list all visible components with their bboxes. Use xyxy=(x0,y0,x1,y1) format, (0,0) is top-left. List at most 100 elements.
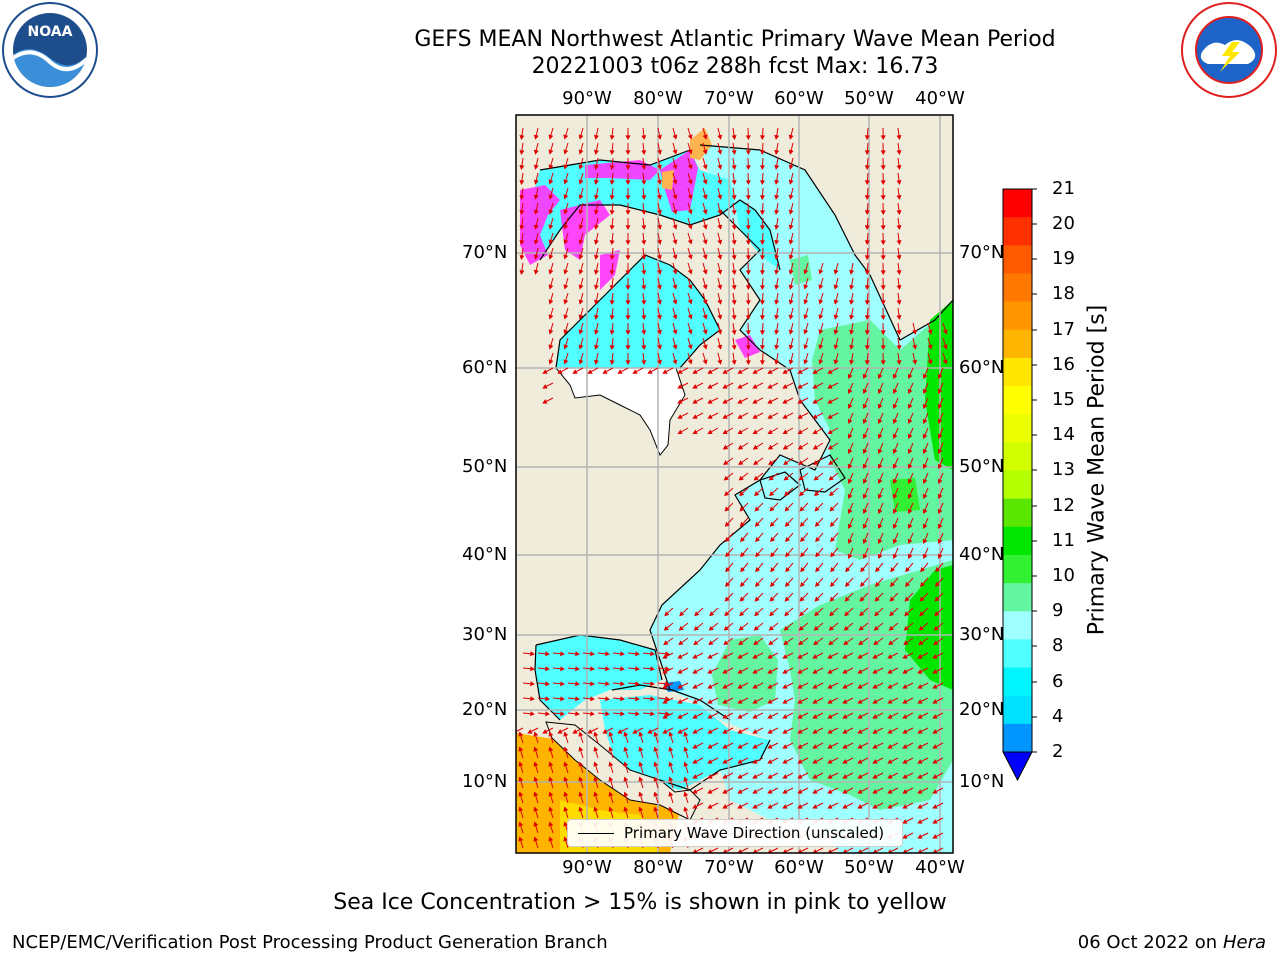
colorbar xyxy=(1002,188,1037,782)
colorbar-segment xyxy=(1003,357,1032,387)
wave-arrow-head xyxy=(519,239,525,245)
lat-label-left: 10°N xyxy=(462,771,508,792)
wave-arrow-head xyxy=(847,463,853,470)
wave-arrow-head xyxy=(797,789,803,794)
wave-arrow-head xyxy=(812,399,818,404)
lon-label-bottom: 40°W xyxy=(915,857,965,878)
wave-arrow-head xyxy=(635,666,640,672)
lon-label-bottom: 50°W xyxy=(844,857,894,878)
wave-arrow-head xyxy=(774,284,780,290)
wave-arrow-head xyxy=(887,669,893,674)
wave-arrow-head xyxy=(847,538,853,545)
wave-arrow-head xyxy=(864,180,870,186)
wave-arrow-head xyxy=(518,776,524,782)
wave-arrow-head xyxy=(665,666,670,672)
wave-arrow-head xyxy=(578,269,584,275)
wave-arrow-head xyxy=(593,284,599,290)
wave-arrow-head xyxy=(668,746,674,752)
wave-arrow-head xyxy=(717,224,723,230)
wave-arrow-head xyxy=(545,666,550,672)
wave-arrow-head xyxy=(827,429,833,435)
wave-arrow-head xyxy=(788,134,794,140)
colorbar-segment xyxy=(1003,386,1032,415)
wave-arrow-head xyxy=(829,491,835,497)
wave-arrow-head xyxy=(625,285,631,291)
wave-arrow-head xyxy=(752,744,758,749)
wave-arrow-head xyxy=(725,566,731,573)
wave-arrow-head xyxy=(731,194,737,200)
colorbar-tick-label: 14 xyxy=(1052,424,1075,445)
wave-arrow-head xyxy=(880,135,886,141)
wave-arrow-head xyxy=(784,491,790,497)
colorbar-segment xyxy=(1003,611,1032,640)
wave-arrow-head xyxy=(731,254,737,260)
wave-arrow-head xyxy=(887,714,893,719)
wave-arrow-head xyxy=(759,195,765,201)
wave-arrow-head xyxy=(578,776,584,782)
wave-arrow-head xyxy=(859,611,865,617)
wave-arrow-head xyxy=(657,329,662,335)
wave-arrow-head xyxy=(563,239,569,245)
wave-arrow-head xyxy=(542,399,548,404)
wave-arrow-head xyxy=(880,180,886,186)
lon-label-top: 90°W xyxy=(562,88,612,109)
wave-arrow-head xyxy=(752,369,758,374)
wave-arrow-head xyxy=(662,369,668,374)
wave-arrow-head xyxy=(812,714,818,719)
wave-arrow-head xyxy=(788,269,794,275)
wave-arrow-head xyxy=(692,714,698,719)
wave-arrow-head xyxy=(545,651,550,657)
wave-arrow-head xyxy=(755,536,761,543)
wave-arrow-head xyxy=(833,269,839,275)
wave-arrow-head xyxy=(722,414,728,419)
wave-arrow-head xyxy=(857,684,863,689)
wave-arrow-head xyxy=(702,194,708,200)
wave-arrow-head xyxy=(842,774,848,779)
wave-arrow-head xyxy=(774,359,780,365)
wave-arrow-head xyxy=(693,625,699,631)
wave-arrow-head xyxy=(518,731,524,737)
wave-arrow-head xyxy=(872,789,878,794)
wave-arrow-head xyxy=(788,314,794,320)
wave-arrow-head xyxy=(578,731,584,737)
wave-arrow-head xyxy=(767,384,773,389)
wave-arrow-head xyxy=(578,134,584,140)
wave-arrow-head xyxy=(650,666,655,672)
wave-arrow-head xyxy=(932,789,938,794)
wave-arrow-head xyxy=(702,179,708,185)
wave-arrow-head xyxy=(533,134,539,140)
wave-arrow-head xyxy=(890,581,895,587)
wave-arrow-head xyxy=(919,596,925,602)
wave-arrow-head xyxy=(907,418,913,425)
wave-arrow-head xyxy=(759,270,765,276)
wave-arrow-head xyxy=(548,299,554,305)
wave-arrow-head xyxy=(892,403,898,410)
wave-arrow-head xyxy=(864,240,870,246)
lon-label-top: 60°W xyxy=(774,88,824,109)
wave-arrow-head xyxy=(677,399,683,404)
wave-arrow-head xyxy=(677,429,683,435)
wave-arrow-head xyxy=(922,448,928,455)
wave-arrow-head xyxy=(572,369,578,374)
wave-arrow-head xyxy=(859,596,865,602)
colorbar-segment xyxy=(1003,526,1032,556)
colorbar-tick-label: 19 xyxy=(1052,248,1075,269)
wave-arrow-head xyxy=(677,414,683,419)
wave-arrow-head xyxy=(767,654,773,659)
wave-arrow-head xyxy=(519,164,525,170)
wave-arrow-head xyxy=(593,791,599,797)
wave-arrow-head xyxy=(799,596,805,602)
wave-arrow-head xyxy=(672,284,678,290)
colorbar-tick-label: 13 xyxy=(1052,459,1075,480)
wave-arrow-head xyxy=(609,360,615,365)
wave-arrow-head xyxy=(877,433,883,440)
wave-arrow-head xyxy=(560,666,565,672)
wave-arrow-head xyxy=(872,669,878,674)
wave-arrow-head xyxy=(668,731,674,737)
wave-arrow-head xyxy=(717,329,723,335)
wave-arrow-head xyxy=(638,791,644,797)
wave-arrow-head xyxy=(737,669,743,674)
wave-arrow-head xyxy=(625,345,631,351)
wave-arrow-head xyxy=(563,269,569,275)
wave-arrow-head xyxy=(937,388,943,395)
